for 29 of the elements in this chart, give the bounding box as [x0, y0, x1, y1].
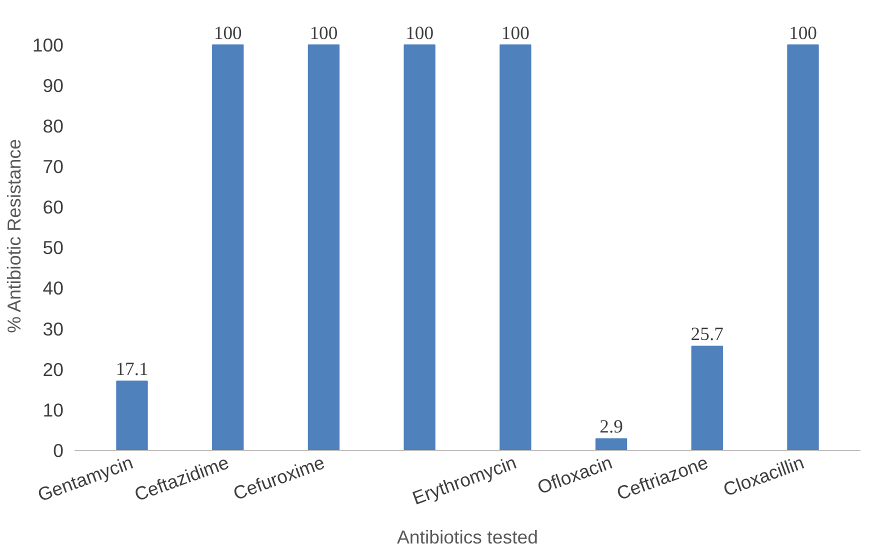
y-tick-label: 0 [53, 440, 64, 461]
x-axis-title: Antibiotics tested [396, 526, 538, 548]
data-label: 2.9 [600, 416, 623, 438]
bar [595, 438, 628, 450]
y-tick-label: 60 [42, 196, 64, 218]
y-tick-label: 10 [42, 399, 64, 420]
y-tick-label: 100 [32, 34, 64, 56]
y-tick-label: 50 [42, 237, 64, 258]
data-label: 100 [214, 22, 242, 44]
data-label: 100 [501, 22, 530, 44]
data-label: 100 [788, 22, 817, 44]
data-label: 100 [310, 22, 338, 44]
data-label: 100 [406, 22, 434, 44]
y-tick-label: 80 [42, 115, 64, 136]
bar [404, 44, 436, 450]
data-label: 25.7 [690, 324, 724, 346]
bar [787, 44, 819, 450]
y-tick-label: 70 [42, 156, 64, 178]
y-tick-label: 30 [42, 318, 64, 340]
y-tick-label: 40 [42, 278, 64, 299]
bar [308, 44, 340, 450]
bar [212, 44, 244, 450]
y-axis-title: % Antibiotic Resistance [3, 139, 24, 333]
data-label: 17.1 [116, 359, 148, 380]
bar [500, 44, 532, 450]
bar [691, 346, 723, 450]
y-tick-label: 20 [42, 358, 64, 380]
bar [116, 380, 148, 450]
y-tick-label: 90 [42, 74, 64, 96]
